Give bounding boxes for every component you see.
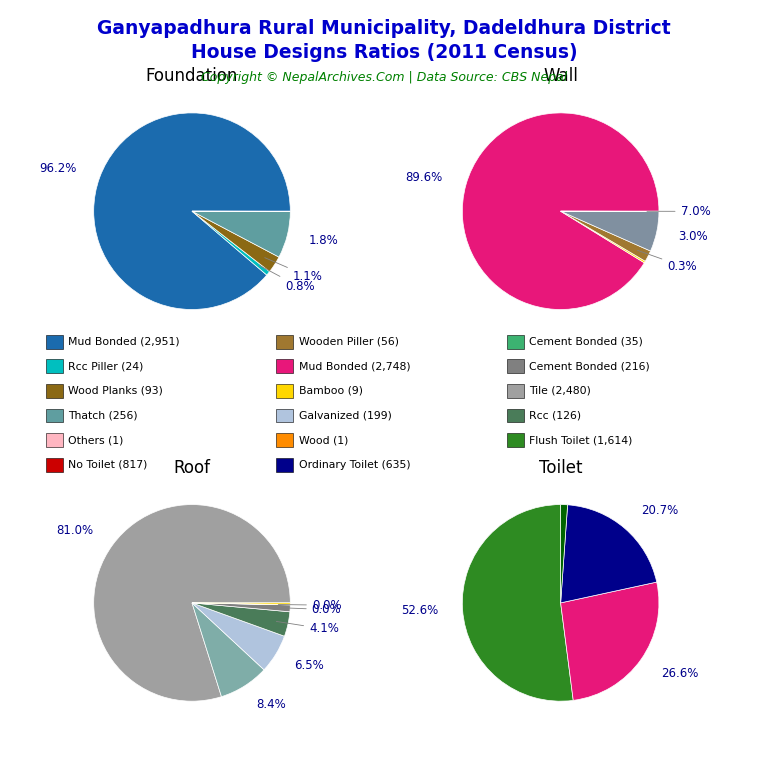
Wedge shape xyxy=(192,211,290,257)
Text: 20.7%: 20.7% xyxy=(641,504,678,517)
Text: Wooden Piller (56): Wooden Piller (56) xyxy=(299,336,399,347)
Title: Wall: Wall xyxy=(543,68,578,85)
Wedge shape xyxy=(192,603,290,605)
Wedge shape xyxy=(462,113,659,310)
Wedge shape xyxy=(561,211,650,261)
Text: 81.0%: 81.0% xyxy=(56,524,93,537)
Text: 7.0%: 7.0% xyxy=(647,205,710,218)
Text: Mud Bonded (2,748): Mud Bonded (2,748) xyxy=(299,361,410,372)
Wedge shape xyxy=(192,211,270,275)
Text: 96.2%: 96.2% xyxy=(39,162,77,175)
Text: 3.0%: 3.0% xyxy=(678,230,707,243)
Wedge shape xyxy=(94,505,290,701)
Text: 0.0%: 0.0% xyxy=(278,599,342,611)
Title: Foundation: Foundation xyxy=(146,68,238,85)
Text: Copyright © NepalArchives.Com | Data Source: CBS Nepal: Copyright © NepalArchives.Com | Data Sou… xyxy=(201,71,567,84)
Text: Ganyapadhura Rural Municipality, Dadeldhura District
House Designs Ratios (2011 : Ganyapadhura Rural Municipality, Dadeldh… xyxy=(98,19,670,61)
Wedge shape xyxy=(192,603,264,697)
Text: Bamboo (9): Bamboo (9) xyxy=(299,386,362,396)
Text: Rcc Piller (24): Rcc Piller (24) xyxy=(68,361,144,372)
Text: Wood Planks (93): Wood Planks (93) xyxy=(68,386,164,396)
Text: No Toilet (817): No Toilet (817) xyxy=(68,459,147,470)
Text: 0.0%: 0.0% xyxy=(278,603,341,616)
Text: 0.8%: 0.8% xyxy=(260,265,315,293)
Text: 26.6%: 26.6% xyxy=(661,667,698,680)
Text: Cement Bonded (35): Cement Bonded (35) xyxy=(529,336,643,347)
Text: Others (1): Others (1) xyxy=(68,435,124,445)
Wedge shape xyxy=(561,505,657,603)
Title: Roof: Roof xyxy=(174,459,210,477)
Text: Ordinary Toilet (635): Ordinary Toilet (635) xyxy=(299,459,410,470)
Text: 6.5%: 6.5% xyxy=(294,659,324,672)
Text: 89.6%: 89.6% xyxy=(406,171,442,184)
Text: Mud Bonded (2,951): Mud Bonded (2,951) xyxy=(68,336,180,347)
Wedge shape xyxy=(561,211,659,251)
Text: 1.8%: 1.8% xyxy=(309,233,338,247)
Wedge shape xyxy=(192,603,290,636)
Text: Rcc (126): Rcc (126) xyxy=(529,410,581,421)
Text: Thatch (256): Thatch (256) xyxy=(68,410,138,421)
Wedge shape xyxy=(192,211,279,272)
Wedge shape xyxy=(462,505,573,701)
Wedge shape xyxy=(561,505,568,603)
Title: Toilet: Toilet xyxy=(539,459,582,477)
Text: Wood (1): Wood (1) xyxy=(299,435,348,445)
Text: 52.6%: 52.6% xyxy=(401,604,438,617)
Wedge shape xyxy=(192,603,290,604)
Wedge shape xyxy=(192,603,284,670)
Text: Galvanized (199): Galvanized (199) xyxy=(299,410,392,421)
Wedge shape xyxy=(192,603,290,612)
Text: Flush Toilet (1,614): Flush Toilet (1,614) xyxy=(529,435,633,445)
Wedge shape xyxy=(561,211,645,263)
Text: 1.1%: 1.1% xyxy=(265,257,323,283)
Text: Cement Bonded (216): Cement Bonded (216) xyxy=(529,361,650,372)
Text: 4.1%: 4.1% xyxy=(276,621,339,635)
Wedge shape xyxy=(94,113,290,310)
Text: 8.4%: 8.4% xyxy=(256,698,286,710)
Text: Tile (2,480): Tile (2,480) xyxy=(529,386,591,396)
Text: 0.3%: 0.3% xyxy=(637,250,697,273)
Wedge shape xyxy=(561,582,659,700)
